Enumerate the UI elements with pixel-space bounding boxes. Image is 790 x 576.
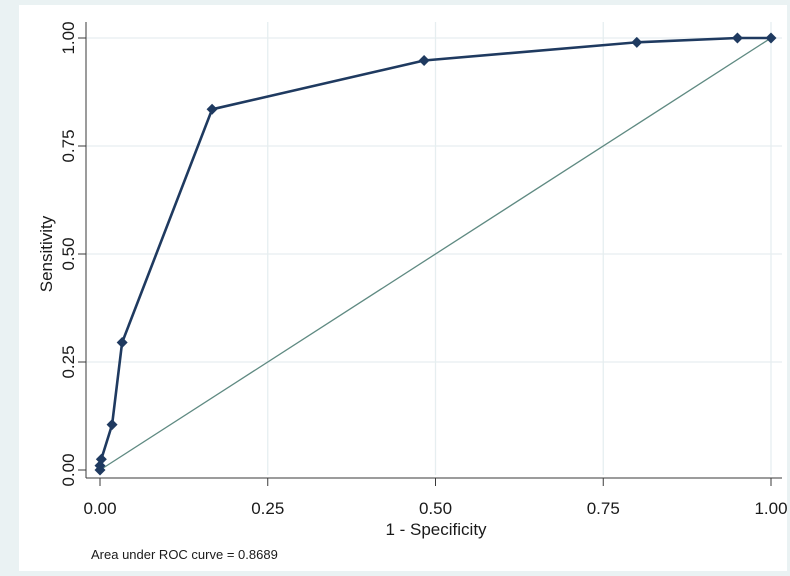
y-tick-label: 0.75 <box>59 129 78 162</box>
roc-point-marker <box>206 103 218 115</box>
grid-lines <box>86 22 782 475</box>
roc-point-marker <box>731 32 743 44</box>
plot-area <box>19 5 787 571</box>
x-tick-label: 1.00 <box>754 499 787 518</box>
reference-diagonal-line <box>99 37 772 471</box>
y-tick-label: 1.00 <box>59 21 78 54</box>
x-tick-label: 0.75 <box>587 499 620 518</box>
roc-point-marker <box>106 419 118 431</box>
roc-point-marker <box>95 453 107 465</box>
x-axis-title: 1 - Specificity <box>385 520 487 539</box>
y-tick-label: 0.25 <box>59 345 78 378</box>
y-tick-label: 0.00 <box>59 453 78 486</box>
auc-annotation: Area under ROC curve = 0.8689 <box>91 547 278 562</box>
roc-point-marker <box>418 54 430 66</box>
reference-line-group <box>99 37 772 471</box>
y-tick-label: 0.50 <box>59 237 78 270</box>
x-tick-labels: 0.00 0.25 0.50 0.75 1.00 <box>83 477 788 518</box>
roc-point-marker <box>631 36 643 48</box>
roc-curve-group <box>94 32 777 476</box>
x-tick-label: 0.25 <box>251 499 284 518</box>
y-tick-labels: 0.00 0.25 0.50 0.75 1.00 <box>59 21 87 487</box>
y-axis-title: Sensitivity <box>37 215 56 292</box>
x-tick-label: 0.50 <box>419 499 452 518</box>
roc-point-marker <box>765 32 777 44</box>
x-tick-label: 0.00 <box>83 499 116 518</box>
roc-point-marker <box>116 337 128 349</box>
